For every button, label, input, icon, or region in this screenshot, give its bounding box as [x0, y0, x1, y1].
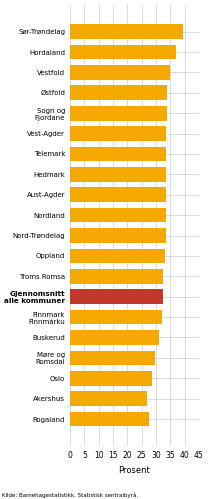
Bar: [70, 147, 166, 161]
Bar: [70, 228, 166, 243]
Bar: [70, 65, 170, 80]
Bar: [70, 106, 167, 121]
Bar: [70, 412, 149, 426]
Bar: [70, 126, 166, 141]
Bar: [70, 24, 183, 39]
Bar: [70, 249, 165, 263]
Bar: [70, 391, 147, 406]
Bar: [70, 188, 166, 202]
Bar: [70, 310, 162, 324]
Text: Kilde: Barnehagestatistikk, Statistisk sentralbyrå.: Kilde: Barnehagestatistikk, Statistisk s…: [2, 493, 138, 498]
Bar: [70, 44, 176, 59]
Bar: [70, 371, 152, 386]
Bar: [70, 269, 163, 283]
Bar: [70, 289, 163, 304]
Bar: [70, 208, 166, 223]
Bar: [70, 350, 155, 365]
Bar: [70, 85, 167, 100]
Bar: [70, 330, 159, 345]
X-axis label: Prosent: Prosent: [119, 466, 150, 475]
Bar: [70, 167, 166, 182]
